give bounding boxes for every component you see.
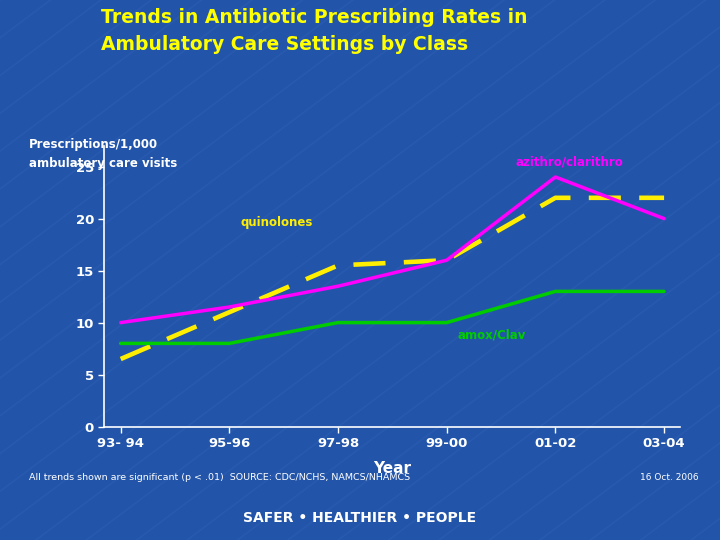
Text: amox/Clav: amox/Clav (458, 328, 526, 341)
Text: All trends shown are significant (p < .01)  SOURCE: CDC/NCHS, NAMCS/NHAMCS: All trends shown are significant (p < .0… (29, 473, 410, 482)
Text: quinolones: quinolones (240, 216, 312, 229)
Text: Ambulatory Care Settings by Class: Ambulatory Care Settings by Class (101, 35, 468, 54)
Text: Trends in Antibiotic Prescribing Rates in: Trends in Antibiotic Prescribing Rates i… (101, 8, 527, 27)
Text: Prescriptions/1,000: Prescriptions/1,000 (29, 138, 158, 151)
Text: SAFER • HEALTHIER • PEOPLE: SAFER • HEALTHIER • PEOPLE (243, 511, 477, 525)
X-axis label: Year: Year (374, 461, 411, 476)
Text: azithro/clarithro: azithro/clarithro (515, 156, 623, 168)
Text: ambulatory care visits: ambulatory care visits (29, 157, 177, 170)
Text: 16 Oct. 2006: 16 Oct. 2006 (640, 473, 698, 482)
